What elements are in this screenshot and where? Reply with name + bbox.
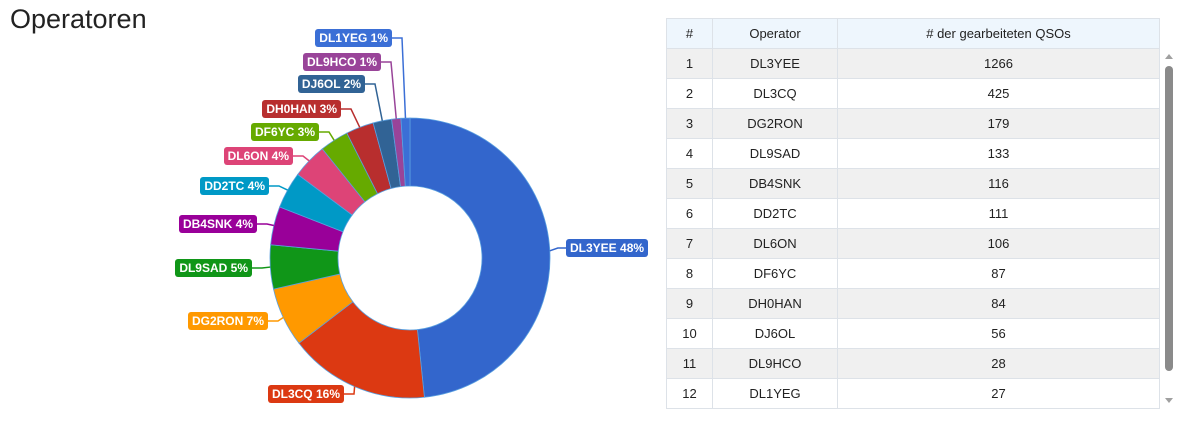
table-row: 9 DH0HAN 84 xyxy=(666,288,1160,319)
slice-label: DL1YEG 1% xyxy=(315,29,392,47)
cell-qsos: 84 xyxy=(837,288,1160,319)
cell-operator: DJ6OL xyxy=(712,318,838,349)
table-row: 7 DL6ON 106 xyxy=(666,228,1160,259)
col-header-operator[interactable]: Operator xyxy=(712,18,838,49)
table-row: 12 DL1YEG 27 xyxy=(666,378,1160,409)
leader-line xyxy=(392,37,407,119)
cell-rank: 2 xyxy=(666,78,713,109)
cell-rank: 8 xyxy=(666,258,713,289)
cell-qsos: 106 xyxy=(837,228,1160,259)
cell-qsos: 27 xyxy=(837,378,1160,409)
cell-rank: 1 xyxy=(666,48,713,79)
leader-line xyxy=(341,108,361,128)
cell-rank: 9 xyxy=(666,288,713,319)
leader-line xyxy=(319,131,335,141)
table-row: 8 DF6YC 87 xyxy=(666,258,1160,289)
scroll-down-arrow-icon[interactable] xyxy=(1165,398,1173,403)
cell-operator: DG2RON xyxy=(712,108,838,139)
cell-rank: 10 xyxy=(666,318,713,349)
slice-dl1yeg[interactable] xyxy=(400,117,411,187)
cell-rank: 11 xyxy=(666,348,713,379)
col-header-qsos[interactable]: # der gearbeiteten QSOs xyxy=(837,18,1160,49)
table-row: 3 DG2RON 179 xyxy=(666,108,1160,139)
cell-qsos: 1266 xyxy=(837,48,1160,79)
cell-operator: DD2TC xyxy=(712,198,838,229)
slice-label: DL9HCO 1% xyxy=(302,53,381,71)
slice-label: DF6YC 3% xyxy=(250,123,319,141)
cell-operator: DL1YEG xyxy=(712,378,838,409)
leader-line xyxy=(293,155,310,162)
scroll-up-arrow-icon[interactable] xyxy=(1165,54,1173,59)
table-row: 6 DD2TC 111 xyxy=(666,198,1160,229)
cell-rank: 4 xyxy=(666,138,713,169)
slice-label: DL9SAD 5% xyxy=(175,259,252,277)
cell-qsos: 87 xyxy=(837,258,1160,289)
slice-label: DD2TC 4% xyxy=(200,177,269,195)
cell-qsos: 425 xyxy=(837,78,1160,109)
slice-label: DL3CQ 16% xyxy=(267,385,344,403)
cell-qsos: 133 xyxy=(837,138,1160,169)
leader-line xyxy=(365,83,384,121)
page-title: Operatoren xyxy=(10,4,147,34)
leader-line xyxy=(381,61,397,119)
slice-dl3yee[interactable] xyxy=(409,117,551,398)
scrollbar-thumb[interactable] xyxy=(1165,66,1173,371)
cell-operator: DH0HAN xyxy=(712,288,838,319)
slice-label: DL3YEE 48% xyxy=(566,239,649,257)
slice-label: DJ6OL 2% xyxy=(297,75,365,93)
slice-label: DL6ON 4% xyxy=(223,147,293,165)
cell-operator: DF6YC xyxy=(712,258,838,289)
slice-label: DH0HAN 3% xyxy=(262,100,341,118)
table-scrollbar[interactable] xyxy=(1163,50,1175,407)
cell-qsos: 179 xyxy=(837,108,1160,139)
table-row: 11 DL9HCO 28 xyxy=(666,348,1160,379)
cell-operator: DL3CQ xyxy=(712,78,838,109)
cell-qsos: 56 xyxy=(837,318,1160,349)
leader-line xyxy=(268,316,284,322)
leader-line xyxy=(252,266,271,269)
cell-operator: DL3YEE xyxy=(712,48,838,79)
cell-rank: 5 xyxy=(666,168,713,199)
cell-operator: DL9SAD xyxy=(712,138,838,169)
cell-rank: 3 xyxy=(666,108,713,139)
slice-label: DB4SNK 4% xyxy=(178,215,257,233)
cell-rank: 12 xyxy=(666,378,713,409)
table-row: 4 DL9SAD 133 xyxy=(666,138,1160,169)
leader-line xyxy=(344,386,356,395)
cell-qsos: 28 xyxy=(837,348,1160,379)
cell-operator: DL6ON xyxy=(712,228,838,259)
leader-line xyxy=(269,185,288,191)
operator-table: # Operator # der gearbeiteten QSOs 1 DL3Y… xyxy=(666,18,1160,409)
table-row: 1 DL3YEE 1266 xyxy=(666,48,1160,79)
cell-operator: DB4SNK xyxy=(712,168,838,199)
leader-line xyxy=(257,223,274,227)
cell-rank: 7 xyxy=(666,228,713,259)
cell-rank: 6 xyxy=(666,198,713,229)
table-row: 2 DL3CQ 425 xyxy=(666,78,1160,109)
table-row: 5 DB4SNK 116 xyxy=(666,168,1160,199)
slice-label: DG2RON 7% xyxy=(187,312,268,330)
cell-qsos: 116 xyxy=(837,168,1160,199)
leader-line xyxy=(549,247,566,252)
table-row: 10 DJ6OL 56 xyxy=(666,318,1160,349)
operator-donut-chart xyxy=(252,37,566,399)
col-header-rank[interactable]: # xyxy=(666,18,713,49)
cell-qsos: 111 xyxy=(837,198,1160,229)
cell-operator: DL9HCO xyxy=(712,348,838,379)
